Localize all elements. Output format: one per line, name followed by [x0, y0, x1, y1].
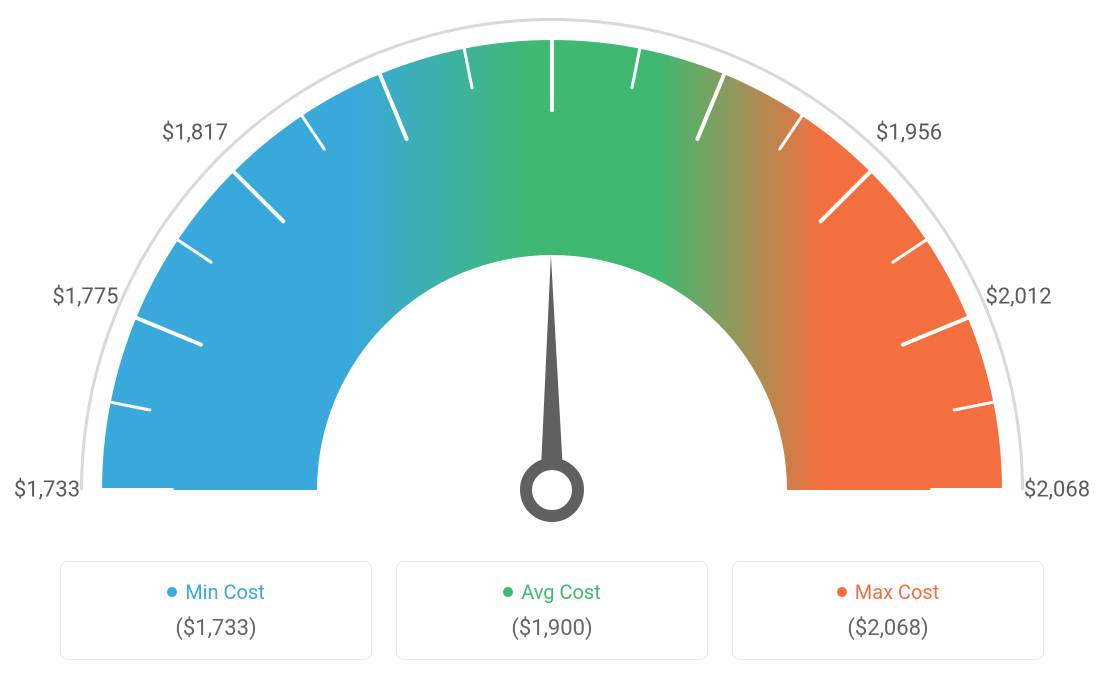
cost-gauge-container: $1,733$1,775$1,817$1,900$1,956$2,012$2,0…	[0, 0, 1104, 690]
legend-dot-min	[167, 587, 177, 597]
legend-card-max: Max Cost ($2,068)	[732, 561, 1044, 660]
gauge-chart: $1,733$1,775$1,817$1,900$1,956$2,012$2,0…	[0, 0, 1104, 540]
gauge-scale-label: $2,068	[1024, 478, 1090, 503]
legend-value-avg: ($1,900)	[397, 616, 707, 641]
legend-label-avg: Avg Cost	[521, 580, 601, 604]
gauge-scale-label: $1,817	[162, 120, 228, 145]
legend-label-max: Max Cost	[855, 580, 940, 604]
legend-value-max: ($2,068)	[733, 616, 1043, 641]
legend-label-min: Min Cost	[185, 580, 265, 604]
legend-value-min: ($1,733)	[61, 616, 371, 641]
legend-card-avg: Avg Cost ($1,900)	[396, 561, 708, 660]
gauge-scale-label: $1,956	[876, 120, 942, 145]
gauge-scale-label: $1,775	[52, 284, 118, 309]
legend-card-min: Min Cost ($1,733)	[60, 561, 372, 660]
legend-dot-avg	[503, 587, 513, 597]
gauge-scale-label: $1,733	[14, 478, 80, 503]
legend-row: Min Cost ($1,733) Avg Cost ($1,900) Max …	[0, 561, 1104, 660]
legend-dot-max	[837, 587, 847, 597]
gauge-scale-label: $2,012	[985, 284, 1051, 309]
